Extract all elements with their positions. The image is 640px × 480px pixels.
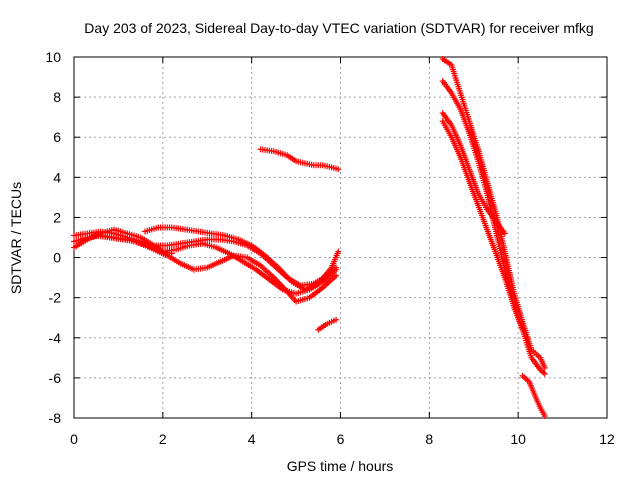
y-axis-label: SDTVAR / TECUs (8, 182, 24, 294)
axis-ticks: 0 2 4 6 8 10 12 -8 -6 -4 -2 0 2 4 6 8 10 (45, 49, 615, 447)
data-point (335, 166, 342, 173)
y-tick-label: 2 (53, 209, 61, 225)
data-point (541, 364, 548, 371)
x-tick-label: 6 (337, 431, 345, 447)
series-track-8 (439, 56, 548, 371)
data-point (333, 266, 340, 273)
y-tick-label: 10 (45, 49, 61, 65)
chart-title: Day 203 of 2023, Sidereal Day-to-day VTE… (84, 20, 593, 36)
grid-lines (74, 57, 607, 418)
y-tick-label: -6 (49, 370, 62, 386)
x-tick-label: 0 (70, 431, 78, 447)
series-track-11 (439, 118, 548, 377)
y-tick-label: 4 (53, 169, 61, 185)
series-track-5 (79, 232, 340, 297)
y-tick-label: -8 (49, 410, 62, 426)
y-tick-label: 8 (53, 89, 61, 105)
y-tick-label: 0 (53, 250, 61, 266)
data-point (541, 370, 548, 377)
data-point (333, 316, 340, 323)
data-point (333, 272, 340, 279)
data-point (541, 412, 548, 419)
series-track-12 (519, 372, 548, 419)
data-point (501, 230, 508, 237)
x-axis-label: GPS time / hours (287, 458, 394, 474)
y-tick-label: -2 (49, 290, 62, 306)
x-tick-label: 8 (425, 431, 433, 447)
x-tick-label: 12 (599, 431, 615, 447)
series-track-10 (439, 110, 508, 237)
data-point (335, 248, 342, 255)
x-tick-label: 4 (248, 431, 256, 447)
series-track-6 (257, 146, 342, 173)
x-tick-label: 10 (510, 431, 526, 447)
x-tick-label: 2 (159, 431, 167, 447)
series-track-7 (315, 316, 340, 333)
data-marks (71, 56, 548, 419)
series-track-2 (71, 232, 340, 289)
y-tick-label: 6 (53, 129, 61, 145)
series-track-4 (142, 224, 342, 293)
y-tick-label: -4 (49, 330, 62, 346)
